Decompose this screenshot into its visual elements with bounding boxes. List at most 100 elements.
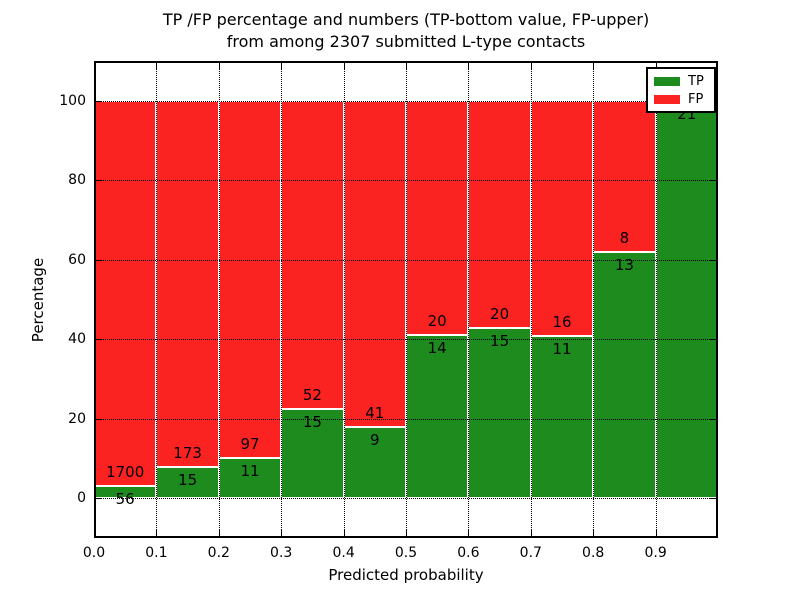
bar-tp-segment	[593, 252, 656, 499]
x-tick-mark-top	[218, 63, 220, 69]
x-tick-mark	[593, 530, 595, 536]
chart-title-line2: from among 2307 submitted L-type contact…	[226, 32, 586, 51]
fp-count-label: 20	[490, 304, 510, 323]
chart-title: TP /FP percentage and numbers (TP-bottom…	[94, 9, 718, 53]
x-tick-mark	[156, 530, 158, 536]
bar-tp-segment	[530, 336, 594, 499]
y-tick-label: 0	[77, 490, 86, 507]
y-tick-mark	[96, 100, 102, 102]
x-tick-mark	[218, 530, 220, 536]
x-tick-label: 0.5	[394, 545, 418, 561]
x-tick-label: 0.8	[582, 545, 605, 561]
y-tick-label: 100	[59, 92, 86, 109]
gridline-vertical	[468, 61, 470, 538]
bar-fp-segment	[218, 100, 282, 458]
bar-tp-segment	[468, 327, 531, 499]
x-tick-label: 0.0	[82, 545, 106, 561]
bottom-spine	[94, 536, 718, 538]
x-tick-mark-top	[343, 63, 345, 69]
x-tick-mark	[530, 530, 532, 536]
x-tick-mark-top	[593, 63, 595, 69]
y-tick-mark-right	[710, 259, 716, 261]
tp-count-label: 15	[490, 331, 510, 350]
tp-count-label: 15	[302, 413, 322, 432]
x-tick-mark-top	[530, 63, 532, 69]
legend-label-tp: TP	[688, 73, 704, 89]
right-spine	[716, 61, 718, 538]
x-tick-label: 0.9	[644, 545, 667, 561]
legend-entry-tp: TP	[654, 74, 708, 89]
plot-area: 1700 56 173 15 97 11 52 15 41 9 20 14 20 15 16 11 8 13 21	[94, 61, 718, 538]
gridline-vertical	[218, 61, 220, 538]
tp-count-label: 11	[240, 461, 260, 480]
y-tick-mark	[96, 180, 102, 182]
y-tick-mark-right	[710, 180, 716, 182]
y-tick-mark-right	[710, 418, 716, 420]
legend-label-fp: FP	[688, 91, 704, 107]
gridline-vertical	[281, 61, 283, 538]
bar-tp-segment	[281, 409, 344, 499]
x-tick-label: 0.4	[332, 545, 355, 561]
x-tick-mark-top	[156, 63, 158, 69]
y-tick-mark	[96, 259, 102, 261]
bar-fp-segment	[530, 100, 594, 337]
x-tick-mark-top	[468, 63, 470, 69]
fp-count-label: 41	[365, 403, 385, 422]
y-tick-mark	[96, 339, 102, 341]
gridline-vertical	[156, 61, 158, 538]
x-tick-label: 0.6	[457, 545, 480, 561]
left-spine	[94, 61, 96, 538]
bar-tp-segment	[156, 466, 219, 499]
fp-count-label: 20	[427, 311, 447, 330]
tp-count-label: 15	[178, 470, 198, 489]
bar-tp-segment	[655, 100, 718, 499]
fp-count-label: 173	[173, 443, 202, 462]
y-tick-label: 60	[68, 251, 86, 268]
y-tick-mark	[96, 418, 102, 420]
y-tick-mark-right	[710, 498, 716, 500]
legend-entry-fp: FP	[654, 92, 708, 107]
bar-fp-segment	[468, 100, 531, 328]
tp-color-swatch	[654, 76, 680, 86]
x-tick-label: 0.2	[207, 545, 230, 561]
bar-fp-segment	[94, 100, 157, 486]
bar-fp-segment	[343, 100, 406, 427]
x-tick-label: 0.3	[270, 545, 293, 561]
y-tick-label: 20	[68, 410, 86, 427]
bar-fp-segment	[406, 100, 469, 335]
x-tick-mark	[406, 530, 407, 536]
gridline-vertical	[343, 61, 345, 538]
bar-fp-segment	[281, 100, 344, 410]
x-tick-mark	[655, 530, 657, 536]
legend: TP FP	[646, 67, 716, 113]
x-tick-mark	[343, 530, 345, 536]
bar-fp-segment	[156, 100, 219, 467]
tp-count-label: 14	[427, 338, 447, 357]
x-axis-label: Predicted probability	[328, 566, 484, 584]
x-tick-label: 0.7	[519, 545, 542, 561]
gridline-vertical	[593, 61, 595, 538]
bar-tp-segment	[218, 457, 282, 499]
chart-title-line1: TP /FP percentage and numbers (TP-bottom…	[162, 10, 650, 29]
x-tick-mark-top	[655, 63, 657, 69]
gridline-vertical	[406, 61, 407, 538]
fp-count-label: 16	[552, 313, 572, 332]
fp-color-swatch	[654, 94, 680, 104]
fp-count-label: 97	[240, 434, 260, 453]
top-spine	[94, 61, 718, 63]
bar-tp-segment	[406, 334, 469, 499]
x-tick-label: 0.1	[145, 545, 168, 561]
y-tick-mark	[96, 498, 102, 500]
x-tick-mark	[468, 530, 470, 536]
fp-count-label: 52	[302, 386, 322, 405]
y-tick-label: 40	[68, 331, 86, 348]
gridline-vertical	[530, 61, 532, 538]
fp-count-label: 8	[619, 229, 630, 248]
y-tick-mark-right	[710, 339, 716, 341]
tp-count-label: 11	[552, 340, 572, 359]
fp-count-label: 1700	[106, 462, 145, 481]
gridline-vertical	[655, 61, 657, 538]
x-tick-mark	[281, 530, 283, 536]
x-tick-mark-top	[281, 63, 283, 69]
